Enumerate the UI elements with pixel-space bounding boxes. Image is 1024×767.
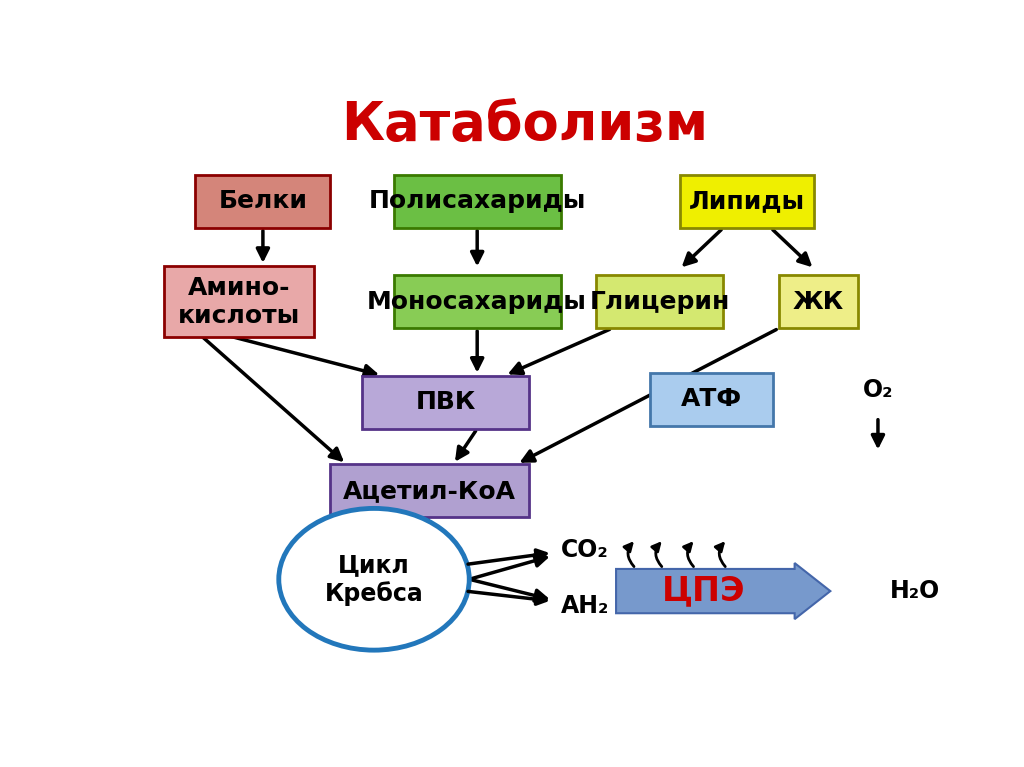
- FancyBboxPatch shape: [596, 275, 723, 328]
- Text: O₂: O₂: [862, 378, 893, 402]
- Text: Полисахариды: Полисахариды: [369, 189, 586, 213]
- FancyBboxPatch shape: [394, 275, 560, 328]
- Text: АН₂: АН₂: [560, 594, 609, 618]
- Text: ЖК: ЖК: [793, 290, 844, 314]
- Text: Моносахариды: Моносахариды: [368, 290, 587, 314]
- Text: Катаболизм: Катаболизм: [341, 98, 709, 150]
- FancyBboxPatch shape: [331, 464, 528, 517]
- Text: ЦПЭ: ЦПЭ: [662, 574, 745, 607]
- FancyBboxPatch shape: [680, 175, 814, 228]
- FancyBboxPatch shape: [164, 266, 314, 337]
- Text: Амино-
кислоты: Амино- кислоты: [178, 276, 300, 328]
- Text: ПВК: ПВК: [416, 390, 475, 414]
- Text: Ацетил-КоА: Ацетил-КоА: [343, 479, 516, 502]
- FancyArrow shape: [616, 563, 830, 619]
- FancyBboxPatch shape: [196, 175, 331, 228]
- FancyBboxPatch shape: [778, 275, 858, 328]
- FancyBboxPatch shape: [362, 376, 528, 429]
- Ellipse shape: [279, 509, 469, 650]
- Text: Белки: Белки: [218, 189, 307, 213]
- Text: Глицерин: Глицерин: [590, 290, 730, 314]
- Text: CO₂: CO₂: [560, 538, 608, 561]
- Text: АТФ: АТФ: [681, 387, 741, 411]
- Text: Цикл
Кребса: Цикл Кребса: [325, 553, 423, 606]
- FancyBboxPatch shape: [394, 175, 560, 228]
- Text: H₂O: H₂O: [890, 579, 940, 603]
- FancyBboxPatch shape: [650, 373, 773, 426]
- Text: Липиды: Липиды: [689, 189, 805, 213]
